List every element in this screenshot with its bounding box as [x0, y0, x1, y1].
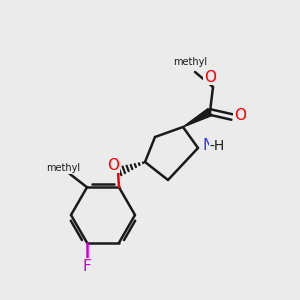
Text: O: O	[204, 70, 216, 85]
Text: methyl: methyl	[46, 163, 80, 173]
Text: O: O	[234, 109, 246, 124]
Text: methyl: methyl	[173, 57, 207, 67]
Text: N: N	[202, 139, 214, 154]
Polygon shape	[183, 109, 212, 127]
Text: O: O	[107, 158, 119, 172]
Text: -H: -H	[209, 139, 225, 153]
Text: F: F	[82, 259, 91, 274]
